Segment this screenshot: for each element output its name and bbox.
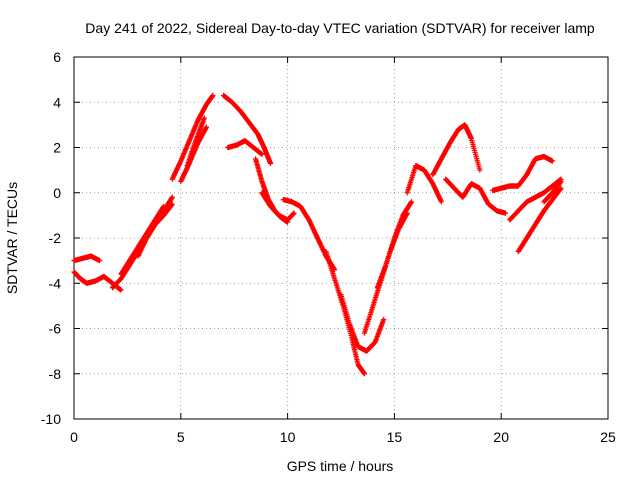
data-point xyxy=(161,203,167,209)
x-tick-label: 0 xyxy=(70,429,78,445)
x-axis-label: GPS time / hours xyxy=(287,458,394,474)
data-points xyxy=(71,92,564,377)
data-point xyxy=(169,201,175,207)
y-tick-label: 2 xyxy=(53,140,61,156)
data-point xyxy=(558,178,564,185)
chart-title: Day 241 of 2022, Sidereal Day-to-day VTE… xyxy=(85,20,595,36)
data-point xyxy=(97,258,103,264)
y-tick-label: 6 xyxy=(53,49,61,65)
data-point xyxy=(210,92,216,99)
axis-ticks xyxy=(73,56,609,420)
x-tick-label: 10 xyxy=(280,429,296,445)
data-point xyxy=(558,185,564,191)
data-point xyxy=(259,151,265,157)
data-point xyxy=(291,210,297,216)
y-axis-label: SDTVAR / TECUs xyxy=(4,182,20,294)
data-point xyxy=(201,115,207,121)
data-point xyxy=(267,160,274,166)
y-tick-label: -4 xyxy=(49,275,62,291)
y-tick-label: -8 xyxy=(49,366,62,382)
y-tick-labels: -10 -8 -6 -4 -2 0 2 4 6 xyxy=(41,49,61,427)
y-tick-label: -2 xyxy=(49,230,62,246)
x-tick-label: 20 xyxy=(493,429,509,445)
x-tick-label: 25 xyxy=(600,429,616,445)
data-point xyxy=(477,167,483,173)
y-tick-label: -10 xyxy=(41,411,61,427)
data-point xyxy=(361,371,368,377)
data-point xyxy=(118,287,124,293)
y-tick-label: 4 xyxy=(53,94,61,110)
x-tick-labels: 0 5 10 15 20 25 xyxy=(70,429,616,445)
data-point xyxy=(438,199,444,205)
grid xyxy=(74,57,608,419)
data-point xyxy=(381,316,387,323)
data-point xyxy=(169,194,175,200)
data-point xyxy=(502,210,509,216)
x-tick-label: 5 xyxy=(177,429,185,445)
data-point xyxy=(408,199,415,205)
y-tick-label: 0 xyxy=(53,185,61,201)
data-point xyxy=(549,158,556,164)
x-tick-label: 15 xyxy=(387,429,403,445)
data-point xyxy=(203,124,210,130)
y-tick-label: -6 xyxy=(49,321,62,337)
